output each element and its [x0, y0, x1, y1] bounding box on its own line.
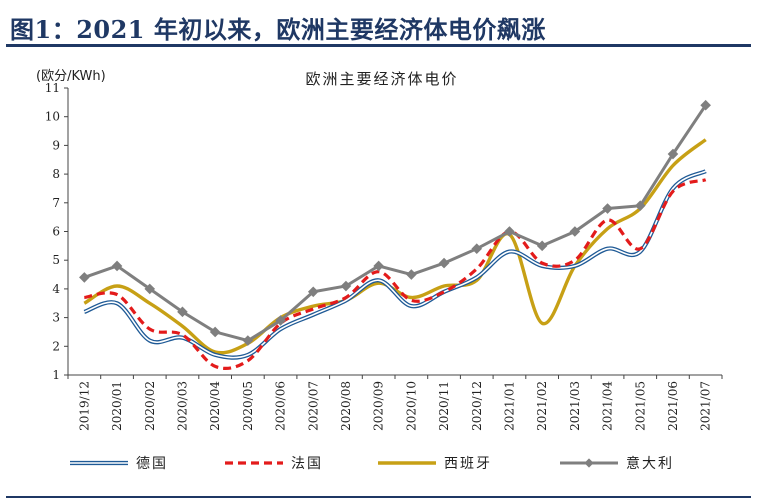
- data-point-marker: [602, 203, 613, 214]
- series-line: [83, 104, 707, 343]
- series-layer: [79, 99, 711, 370]
- data-point-marker: [79, 272, 90, 283]
- legend-item-1: 德国: [70, 456, 168, 472]
- series-line: [83, 138, 707, 355]
- data-point-marker: [667, 148, 679, 160]
- data-point-marker: [111, 260, 123, 272]
- data-point-marker: [504, 226, 515, 237]
- x-tick-label: 2020/08: [339, 381, 353, 431]
- x-tick-label: 2020/05: [241, 381, 255, 431]
- x-tick-label: 2020/09: [372, 381, 386, 431]
- y-tick-label: 4: [52, 282, 60, 296]
- legend-label: 德国: [136, 456, 168, 472]
- y-axis-label: (欧分/KWh): [36, 69, 106, 84]
- title-underline: [6, 44, 751, 47]
- legend-label: 意大利: [626, 455, 674, 472]
- data-point-marker: [177, 306, 188, 318]
- data-point-marker: [634, 200, 646, 211]
- y-tick-label: 1: [52, 368, 60, 382]
- y-tick-label: 2: [52, 339, 60, 353]
- series-3: [83, 138, 707, 355]
- data-point-marker: [340, 280, 352, 292]
- x-tick-label: 2020/11: [437, 381, 451, 431]
- data-point-marker: [406, 269, 417, 280]
- x-tick-label: 2020/02: [143, 381, 157, 431]
- legend-marker: [584, 458, 594, 468]
- y-tick-label: 7: [52, 196, 60, 210]
- y-tick-label: 5: [52, 253, 60, 267]
- data-point-marker: [242, 335, 254, 346]
- series-line-outer: [83, 169, 707, 360]
- axes: 1 2 3 4 5 6 7 8 9 10 11 2019/12 2020/01 2020/02 2020/0…: [45, 81, 723, 431]
- data-point-marker: [471, 243, 483, 255]
- x-tick-label: 2020/07: [306, 381, 320, 431]
- series-4: [79, 99, 711, 346]
- y-tick-label: 9: [52, 138, 60, 152]
- y-tick-label: 10: [45, 110, 60, 124]
- x-tick-label: 2020/12: [470, 381, 484, 431]
- y-tick-label: 3: [52, 311, 60, 325]
- legend-item-2: 法国: [225, 456, 323, 472]
- y-tick-label: 8: [52, 167, 60, 181]
- data-point-marker: [700, 99, 711, 111]
- x-tick-label: 2020/03: [175, 381, 189, 431]
- figure-title: 图1：2021 年初以来，欧洲主要经济体电价飙涨: [10, 15, 546, 44]
- x-tick-label: 2020/04: [208, 381, 222, 431]
- x-tick-label: 2020/10: [404, 381, 418, 431]
- data-point-marker: [307, 286, 319, 298]
- series-2: [84, 178, 707, 370]
- legend-label: 西班牙: [444, 456, 492, 472]
- x-tick-label: 2021/05: [633, 381, 647, 431]
- x-tick-label: 2019/12: [77, 381, 91, 431]
- x-tick-label: 2021/03: [568, 381, 582, 431]
- series-line: [84, 178, 707, 370]
- figure-title-bar: 图1：2021 年初以来，欧洲主要经济体电价飙涨: [6, 6, 751, 44]
- bottom-rule: [6, 496, 751, 498]
- series-line-inner: [84, 170, 707, 359]
- x-tick-label: 2021/04: [601, 381, 615, 431]
- legend-label: 法国: [291, 456, 323, 472]
- x-tick-label: 2021/06: [666, 381, 680, 431]
- x-tick-label: 2021/02: [535, 381, 549, 431]
- legend-item-3: 西班牙: [378, 456, 492, 472]
- data-point-marker: [438, 257, 450, 269]
- x-tick-label: 2020/01: [110, 381, 124, 431]
- series-1: [83, 169, 707, 360]
- data-point-marker: [209, 326, 221, 338]
- x-tick-label: 2021/01: [502, 381, 516, 431]
- data-point-marker: [144, 283, 156, 295]
- y-tick-label: 11: [45, 81, 60, 95]
- chart-title: 欧洲主要经济体电价: [305, 70, 458, 88]
- x-tick-label: 2021/07: [699, 381, 713, 431]
- data-point-marker: [275, 315, 286, 326]
- legend-item-4: 意大利: [560, 455, 674, 472]
- data-point-marker: [569, 226, 581, 237]
- y-tick-label: 6: [52, 225, 60, 239]
- data-point-marker: [373, 260, 384, 272]
- legend: 德国 法国 西班牙 意大利: [70, 455, 674, 472]
- x-tick-label: 2020/06: [274, 381, 288, 431]
- data-point-marker: [536, 240, 548, 252]
